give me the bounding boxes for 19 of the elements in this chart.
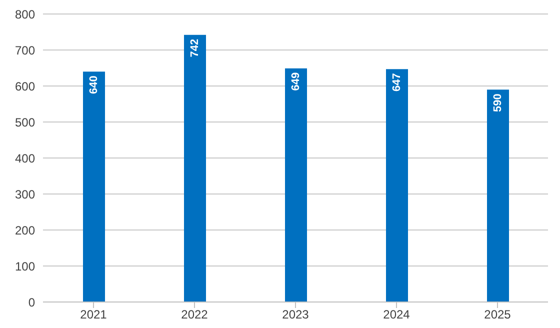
- x-tick-label: 2024: [383, 308, 410, 322]
- y-tick-label: 100: [14, 259, 36, 274]
- data-label: 590: [492, 94, 504, 112]
- x-tick-label: 2022: [181, 308, 208, 322]
- x-tick-label: 2025: [484, 308, 512, 322]
- y-tick-label: 500: [14, 115, 36, 130]
- y-tick-label: 400: [14, 151, 36, 166]
- data-label: 742: [189, 38, 201, 58]
- y-tick-label: 800: [14, 7, 36, 22]
- y-tick-label: 600: [14, 79, 36, 94]
- y-tick-label: 200: [14, 223, 36, 238]
- y-tick-label: 700: [14, 43, 36, 58]
- data-label: 647: [391, 73, 403, 92]
- data-label: 640: [88, 76, 100, 94]
- data-label: 649: [290, 72, 302, 91]
- y-tick-label: 300: [14, 187, 36, 202]
- x-tick-label: 2023: [282, 308, 310, 322]
- x-tick-label: 2021: [80, 308, 108, 322]
- y-tick-label: 0: [28, 295, 36, 310]
